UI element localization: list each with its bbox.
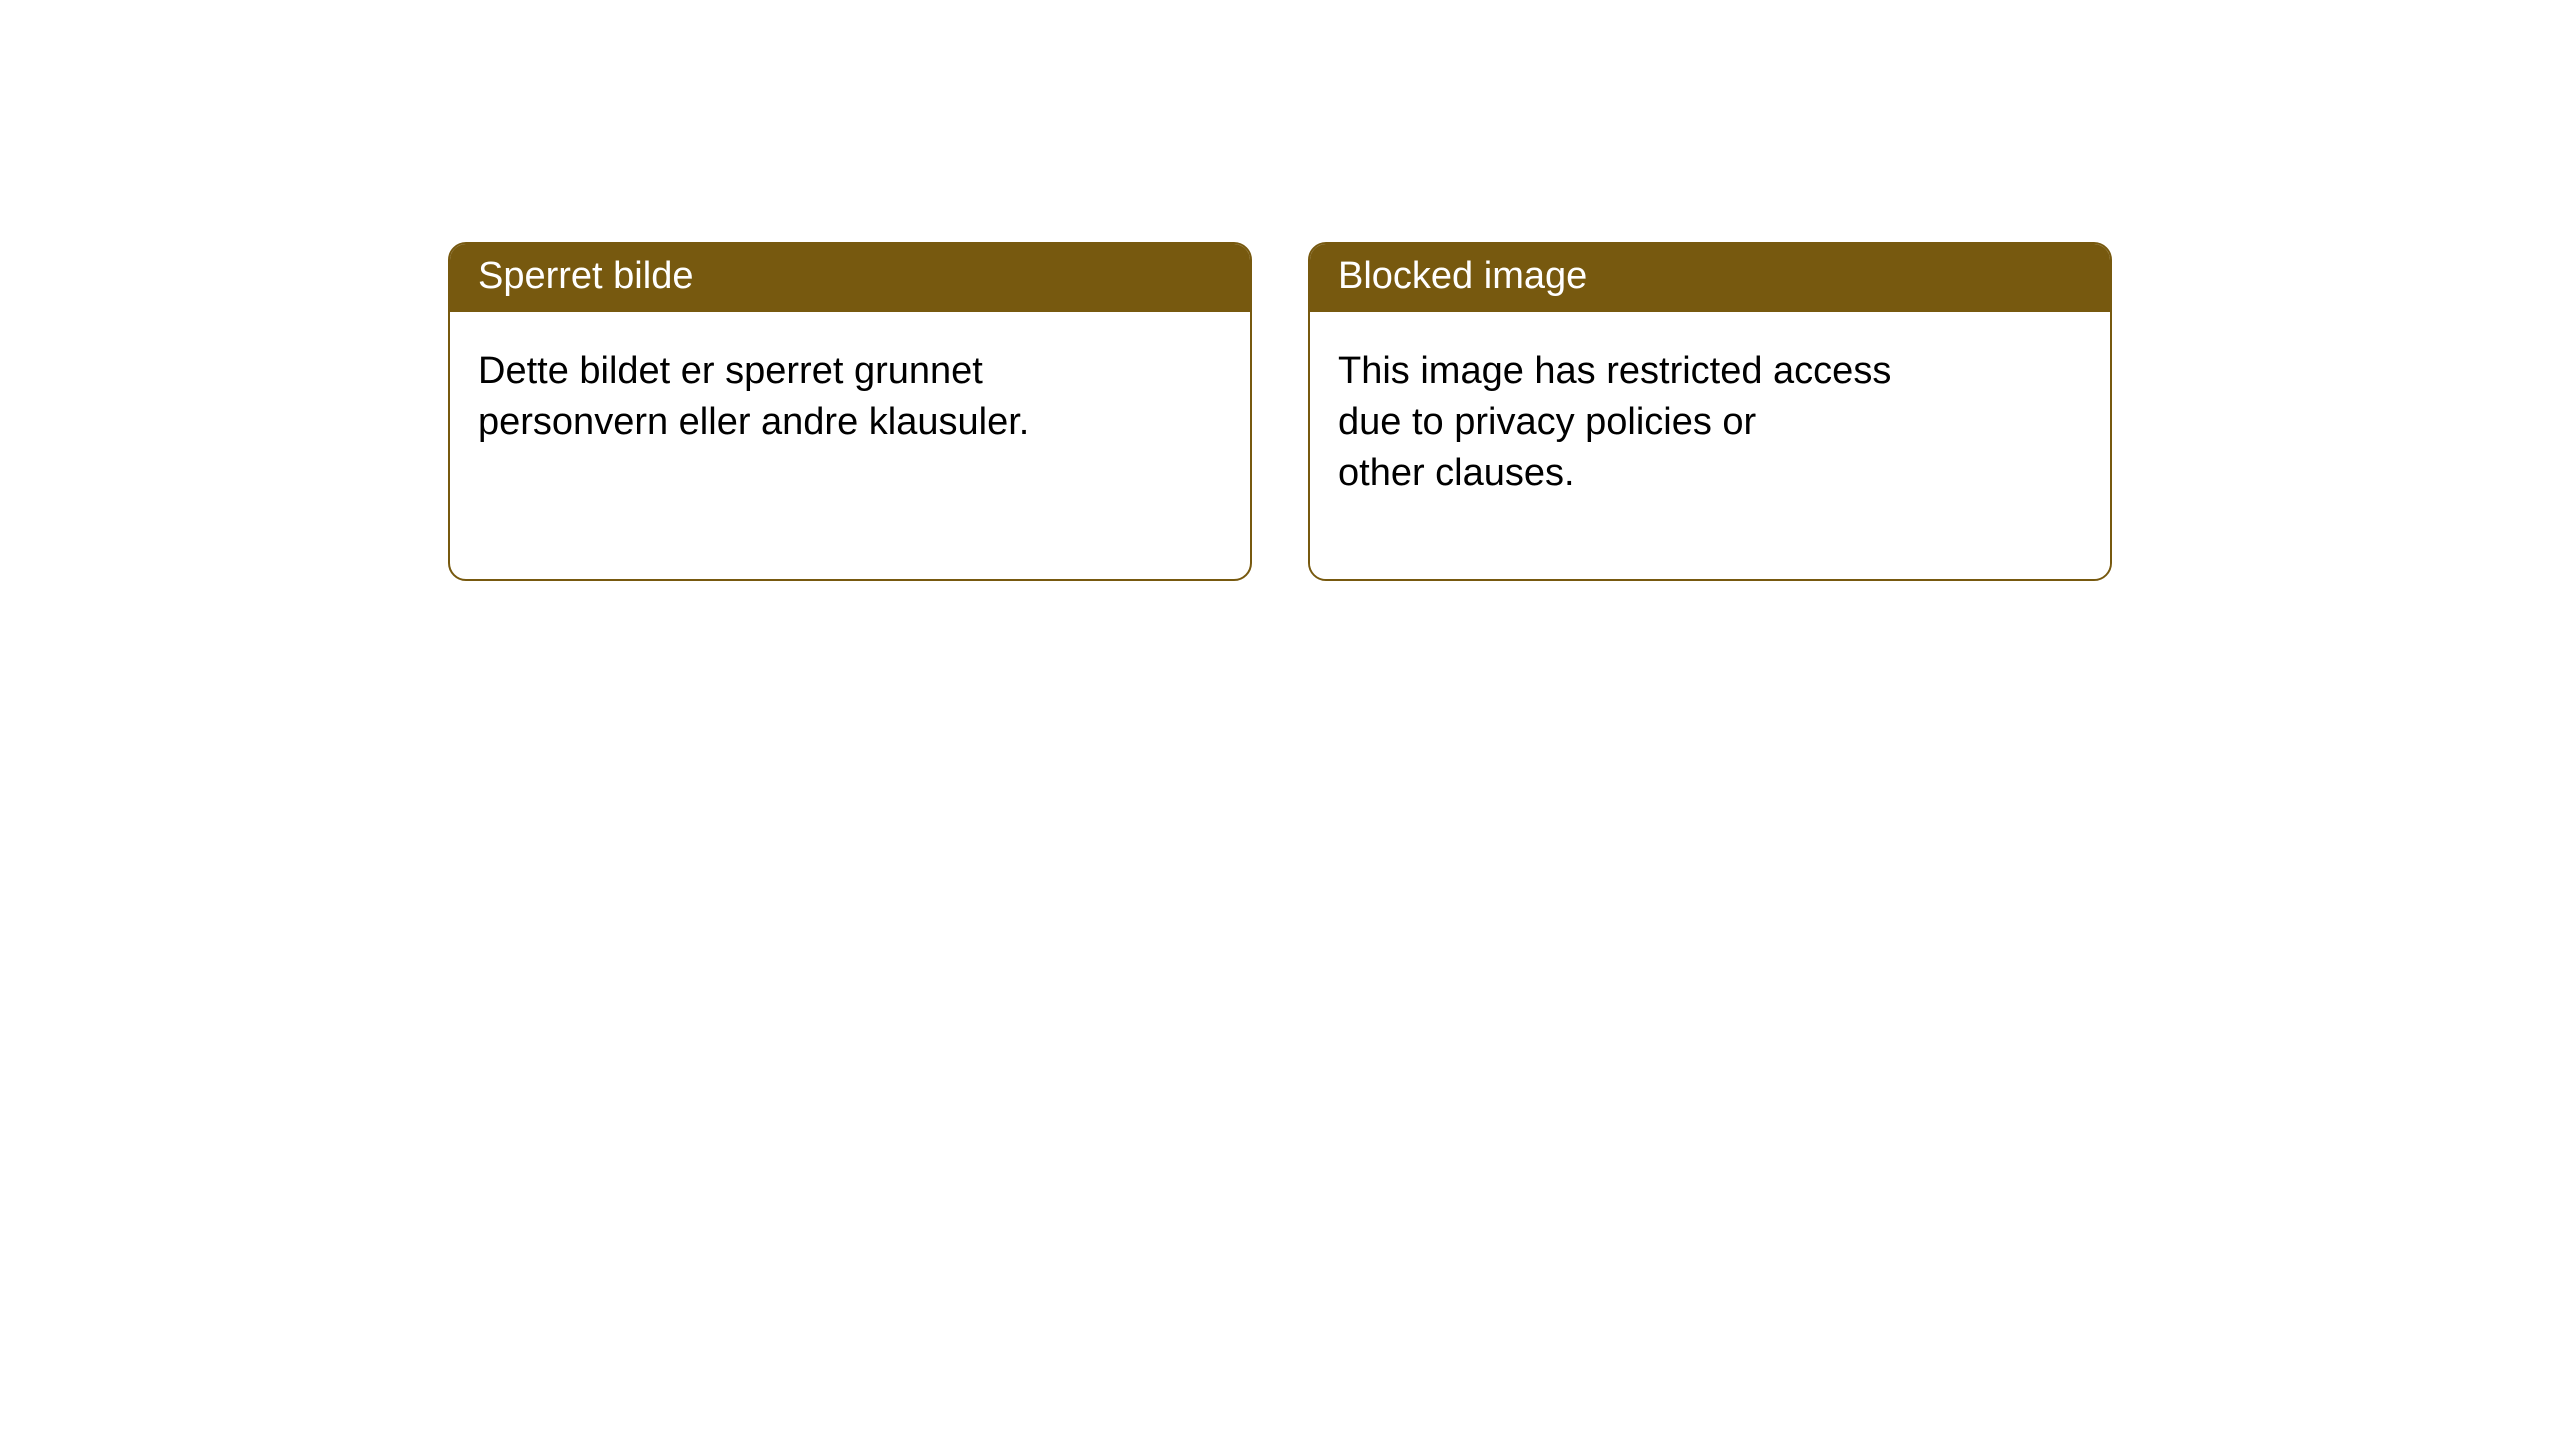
notice-card-body: This image has restricted access due to … <box>1310 312 2110 580</box>
notice-card-body: Dette bildet er sperret grunnet personve… <box>450 312 1250 529</box>
notice-cards-row: Sperret bilde Dette bildet er sperret gr… <box>0 0 2560 581</box>
notice-card-header: Sperret bilde <box>450 244 1250 312</box>
notice-card-header: Blocked image <box>1310 244 2110 312</box>
notice-card-english: Blocked image This image has restricted … <box>1308 242 2112 581</box>
notice-card-norwegian: Sperret bilde Dette bildet er sperret gr… <box>448 242 1252 581</box>
